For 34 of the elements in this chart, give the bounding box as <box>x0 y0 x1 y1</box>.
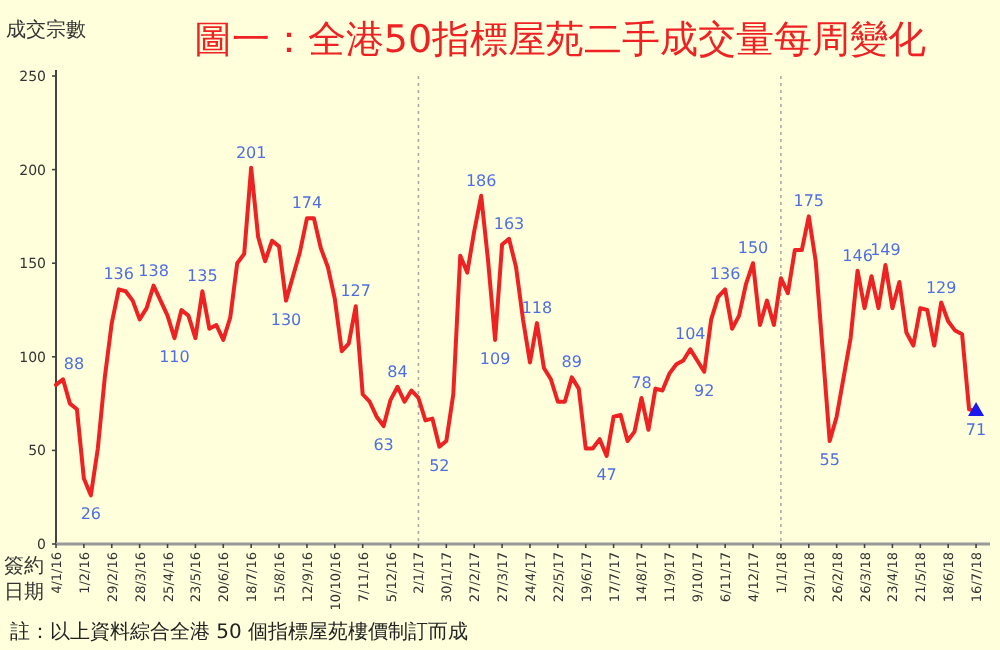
data-label: 174 <box>291 194 323 213</box>
data-label: 129 <box>925 278 957 297</box>
chart-title: 圖一：全港50指標屋苑二手成交量每周變化 <box>193 18 927 62</box>
data-label: 110 <box>159 348 190 367</box>
data-label: 136 <box>709 265 741 284</box>
data-label: 150 <box>737 239 769 258</box>
data-label: 127 <box>340 282 371 301</box>
data-label: 163 <box>493 214 525 233</box>
data-label: 136 <box>103 265 135 284</box>
data-label: 109 <box>479 349 511 368</box>
data-label: 71 <box>965 421 987 440</box>
data-label: 201 <box>235 143 267 162</box>
data-label: 130 <box>270 310 302 329</box>
data-label: 52 <box>429 456 450 475</box>
data-label: 26 <box>80 505 102 524</box>
data-label: 149 <box>870 241 901 260</box>
data-label: 63 <box>373 436 394 455</box>
data-label: 135 <box>187 267 218 286</box>
data-label: 138 <box>138 261 169 280</box>
data-label: 104 <box>675 325 706 344</box>
data-label: 88 <box>63 355 85 374</box>
data-label: 78 <box>631 373 652 392</box>
data-label: 92 <box>694 381 715 400</box>
data-label: 146 <box>842 246 873 265</box>
data-label: 186 <box>465 171 497 190</box>
data-label: 89 <box>561 353 582 372</box>
data-label: 118 <box>521 299 553 318</box>
text: 註：以上資料綜合全港 50 個指標屋苑樓價制訂而成 <box>10 620 469 644</box>
data-label: 47 <box>596 466 617 485</box>
data-label: 84 <box>387 362 408 381</box>
data-label: 175 <box>793 192 825 211</box>
y-axis-title: 成交宗數 <box>6 18 86 42</box>
data-label: 55 <box>819 451 840 470</box>
x-axis-title: 簽約日期 <box>4 554 44 604</box>
